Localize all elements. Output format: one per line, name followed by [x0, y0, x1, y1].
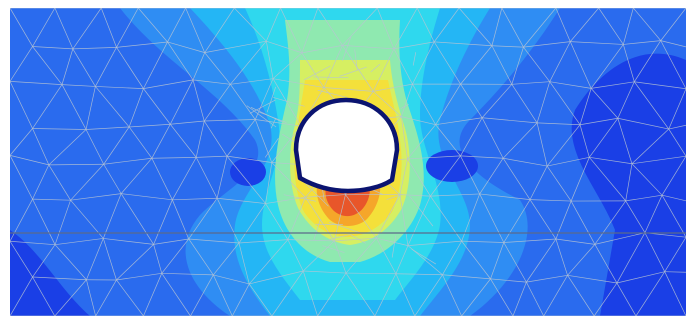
tunnel-opening [293, 97, 400, 194]
side-low-lobe-left [230, 158, 266, 186]
side-low-lobe-right [426, 150, 478, 182]
